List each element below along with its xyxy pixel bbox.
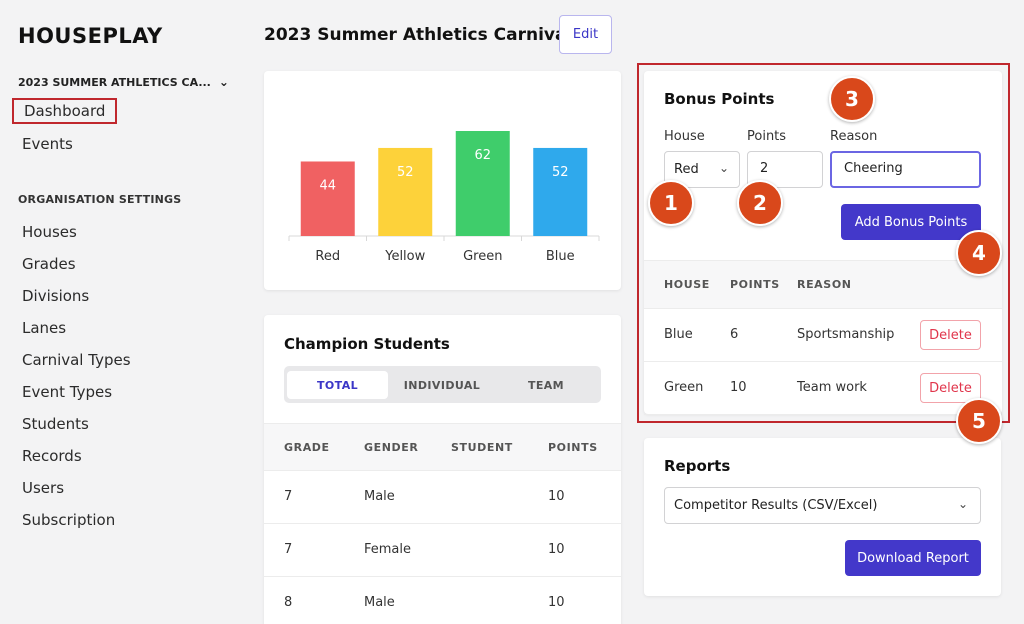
table-row: 8 Male 10 xyxy=(264,577,621,624)
reports-card: Reports Competitor Results (CSV/Excel) ⌄… xyxy=(644,438,1001,596)
carnival-selector[interactable]: 2023 SUMMER ATHLETICS CA... ⌄ xyxy=(18,75,229,89)
cell-points: 6 xyxy=(730,327,739,342)
bar-red xyxy=(300,161,355,236)
annotation-badge: 1 xyxy=(648,180,694,226)
chevron-down-icon: ⌄ xyxy=(957,497,968,511)
table-row: 7 Female 10 xyxy=(264,524,621,577)
house-points-chart: 44 Red 52 Yellow 62 Green 52 Blue xyxy=(288,131,600,264)
table-row: Green 10 Team work Delete xyxy=(644,362,1002,415)
annotation-badge: 5 xyxy=(956,398,1002,444)
bonus-points-title: Bonus Points xyxy=(664,90,775,108)
cell-points: 10 xyxy=(548,542,565,557)
house-points-chart-card: 44 Red 52 Yellow 62 Green 52 Blue xyxy=(264,71,621,290)
bonus-table-header: HOUSE POINTS REASON xyxy=(644,260,1002,309)
table-row: Blue 6 Sportsmanship Delete xyxy=(644,309,1002,362)
download-report-button[interactable]: Download Report xyxy=(845,540,981,576)
champion-students-card: Champion Students TOTAL INDIVIDUAL TEAM … xyxy=(264,315,621,624)
annotation-badge: 4 xyxy=(956,230,1002,276)
cell-gender: Male xyxy=(364,489,395,504)
chevron-down-icon: ⌄ xyxy=(218,75,229,89)
cell-grade: 7 xyxy=(284,489,293,504)
cell-points: 10 xyxy=(548,489,565,504)
cell-gender: Male xyxy=(364,595,395,610)
champion-table-header: GRADE GENDER STUDENT POINTS xyxy=(264,423,621,471)
champion-tabs: TOTAL INDIVIDUAL TEAM xyxy=(284,366,601,403)
x-tick-label: Red xyxy=(315,249,340,264)
annotation-badge: 3 xyxy=(829,76,875,122)
column-header-house: HOUSE xyxy=(664,278,710,291)
sidebar-item-grades[interactable]: Grades xyxy=(22,255,76,273)
sidebar-item-divisions[interactable]: Divisions xyxy=(22,287,90,305)
sidebar-item-event-types[interactable]: Event Types xyxy=(22,383,113,401)
report-type-select[interactable]: Competitor Results (CSV/Excel) ⌄ xyxy=(664,487,981,524)
cell-grade: 8 xyxy=(284,595,293,610)
delete-button[interactable]: Delete xyxy=(920,320,981,350)
x-tick-label: Green xyxy=(463,249,502,264)
column-header-reason: REASON xyxy=(797,278,852,291)
bar-blue xyxy=(533,147,588,236)
x-tick-label: Yellow xyxy=(384,249,425,264)
sidebar-item-users[interactable]: Users xyxy=(22,479,65,497)
column-header-gender: GENDER xyxy=(364,441,419,454)
sidebar-item-subscription[interactable]: Subscription xyxy=(22,511,116,529)
bar-green xyxy=(455,131,510,236)
bar-value-label: 44 xyxy=(319,178,336,193)
annotation-badge: 2 xyxy=(737,180,783,226)
delete-button[interactable]: Delete xyxy=(920,373,981,403)
sidebar: HOUSEPLAY 2023 SUMMER ATHLETICS CA... ⌄ … xyxy=(0,0,240,624)
edit-button[interactable]: Edit xyxy=(559,15,612,54)
points-label: Points xyxy=(747,129,787,144)
sidebar-item-carnival-types[interactable]: Carnival Types xyxy=(22,351,131,369)
bar-value-label: 52 xyxy=(552,165,569,180)
table-row: 7 Male 10 xyxy=(264,471,621,524)
cell-house: Blue xyxy=(664,327,693,342)
sidebar-item-students[interactable]: Students xyxy=(22,415,89,433)
champion-students-title: Champion Students xyxy=(284,335,450,353)
tab-team[interactable]: TEAM xyxy=(527,378,565,392)
bar-yellow xyxy=(378,147,433,236)
house-label: House xyxy=(664,129,705,144)
sidebar-item-events[interactable]: Events xyxy=(22,135,73,153)
bar-value-label: 62 xyxy=(474,148,491,163)
tab-individual[interactable]: INDIVIDUAL xyxy=(403,378,481,392)
cell-house: Green xyxy=(664,380,704,395)
column-header-points: POINTS xyxy=(548,441,598,454)
sidebar-item-records[interactable]: Records xyxy=(22,447,82,465)
carnival-selector-label: 2023 SUMMER ATHLETICS CA... xyxy=(18,75,211,89)
column-header-points: POINTS xyxy=(730,278,780,291)
chevron-down-icon: ⌄ xyxy=(718,161,729,175)
reason-input[interactable]: Cheering xyxy=(830,151,981,188)
cell-gender: Female xyxy=(364,542,412,557)
column-header-grade: GRADE xyxy=(284,441,330,454)
bonus-points-highlight xyxy=(637,63,1010,423)
add-bonus-points-button[interactable]: Add Bonus Points xyxy=(841,204,981,240)
sidebar-item-dashboard[interactable]: Dashboard xyxy=(12,98,118,124)
app-logo[interactable]: HOUSEPLAY xyxy=(18,24,163,48)
cell-grade: 7 xyxy=(284,542,293,557)
page-title: 2023 Summer Athletics Carnival xyxy=(264,25,573,45)
cell-points: 10 xyxy=(730,380,747,395)
x-tick-label: Blue xyxy=(546,249,575,264)
column-header-student: STUDENT xyxy=(451,441,513,454)
bar-value-label: 52 xyxy=(397,165,414,180)
cell-reason: Sportsmanship xyxy=(797,327,895,342)
report-type-value: Competitor Results (CSV/Excel) xyxy=(674,498,878,513)
reports-title: Reports xyxy=(664,457,731,475)
cell-points: 10 xyxy=(548,595,565,610)
sidebar-item-houses[interactable]: Houses xyxy=(22,223,77,241)
sidebar-item-lanes[interactable]: Lanes xyxy=(22,319,67,337)
organisation-settings-heading: ORGANISATION SETTINGS xyxy=(18,193,182,206)
cell-reason: Team work xyxy=(797,380,867,395)
tab-total[interactable]: TOTAL xyxy=(287,371,388,399)
house-select-value: Red xyxy=(674,162,699,177)
reason-label: Reason xyxy=(830,129,878,144)
